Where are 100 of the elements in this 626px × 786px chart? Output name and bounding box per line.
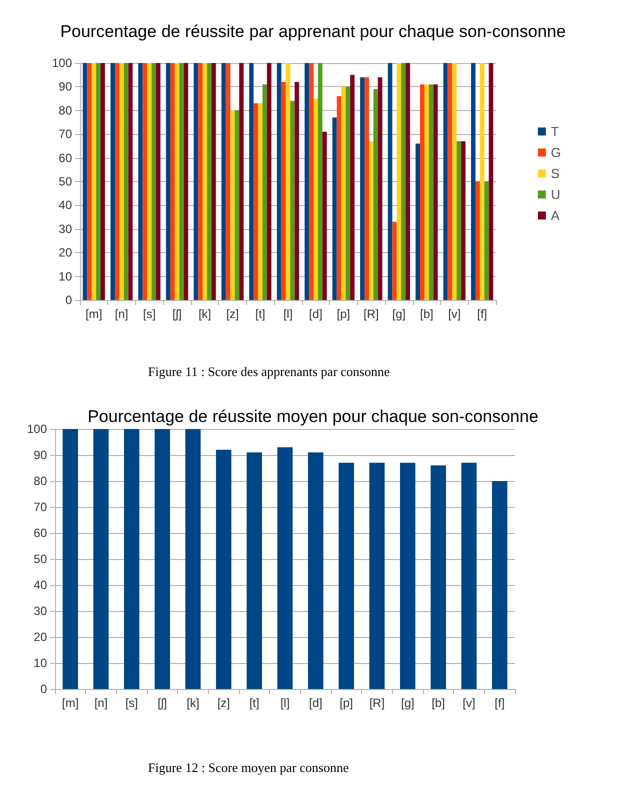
bar (246, 452, 262, 689)
y-tick-label: 50 (58, 174, 72, 188)
bar (254, 103, 258, 300)
bar (420, 84, 424, 300)
bar (471, 63, 476, 300)
caption: Figure 11 : Score des apprenants par consonne (148, 364, 390, 379)
bar (309, 63, 314, 300)
bar (87, 63, 92, 300)
bar (93, 429, 109, 689)
x-tick-label: [m] (62, 696, 79, 710)
x-tick-label: [m] (86, 307, 102, 321)
bar (211, 63, 216, 300)
bar (341, 86, 346, 300)
bar (443, 63, 448, 300)
x-tick-label: [f] (494, 696, 505, 710)
bar (62, 429, 78, 689)
x-tick-label: [ʃ] (172, 307, 182, 321)
y-tick-label: 20 (58, 246, 72, 260)
bar (266, 63, 272, 300)
bar (461, 462, 477, 689)
bar (392, 222, 397, 300)
y-tick-label: 0 (65, 293, 72, 307)
x-tick-label: [t] (255, 307, 266, 321)
bar (416, 144, 420, 300)
y-tick-label: 50 (34, 552, 48, 566)
caption: Figure 12 : Score moyen par consonne (148, 760, 349, 775)
x-tick-label: [n] (94, 696, 108, 710)
bar (480, 63, 484, 300)
bar (142, 63, 148, 300)
x-tick-label: [k] (198, 307, 212, 321)
bar (128, 63, 133, 300)
bar (110, 63, 115, 300)
bar (484, 182, 489, 300)
x-tick-label: [b] (420, 307, 434, 321)
y-tick-label: 20 (34, 630, 48, 644)
bar (277, 447, 293, 689)
bar (456, 141, 462, 300)
x-tick-label: [ʃ] (158, 696, 168, 710)
bar (119, 63, 124, 300)
y-tick-label: 30 (58, 222, 72, 236)
bar (346, 86, 350, 300)
bar (368, 141, 374, 300)
bar (433, 84, 438, 300)
bar (308, 452, 324, 689)
x-tick-label: [s] (142, 307, 156, 321)
bar (290, 100, 295, 300)
y-tick-label: 100 (26, 422, 48, 436)
x-tick-label: [d] (308, 696, 322, 710)
bar (92, 63, 96, 300)
bar (294, 82, 300, 300)
bar (147, 63, 152, 300)
y-tick-label: 80 (34, 474, 48, 488)
y-tick-label: 60 (58, 150, 72, 165)
legend-label: A (550, 208, 560, 223)
bar (100, 63, 105, 300)
x-tick-label: [p] (336, 307, 350, 321)
bar (406, 63, 410, 300)
y-tick-label: 10 (58, 269, 72, 284)
bar (194, 63, 198, 300)
bar (475, 182, 480, 300)
bar (281, 82, 286, 300)
bar (350, 74, 355, 300)
bar (388, 63, 392, 300)
x-tick-label: [n] (114, 307, 128, 321)
bar (216, 450, 232, 689)
bar (452, 63, 457, 300)
bar (373, 89, 378, 300)
y-tick-label: 80 (58, 103, 72, 118)
y-tick-label: 40 (34, 578, 48, 592)
bar (124, 429, 140, 689)
y-tick-label: 70 (58, 127, 72, 142)
x-tick-label: [f] (477, 307, 488, 321)
bar (166, 63, 170, 300)
x-tick-label: [s] (125, 696, 138, 710)
x-tick-label: [l] (283, 307, 293, 321)
bar (492, 481, 508, 689)
x-tick-label: [v] (462, 696, 476, 710)
bar (221, 63, 226, 300)
bar (234, 110, 240, 300)
legend-label: S (550, 166, 560, 181)
x-tick-label: [t] (249, 696, 260, 710)
bar (286, 63, 290, 300)
bar (249, 63, 254, 300)
x-tick-label: [v] (448, 307, 461, 321)
bar (396, 63, 402, 300)
bar (258, 103, 262, 300)
bar (369, 462, 385, 689)
x-tick-label: [k] (186, 696, 200, 710)
bar (226, 63, 230, 300)
x-tick-label: [d] (309, 307, 322, 321)
bar (138, 63, 143, 300)
y-tick-label: 30 (34, 604, 48, 618)
x-tick-label: [z] (226, 307, 239, 321)
bar (304, 63, 310, 300)
y-tick-label: 60 (34, 526, 48, 540)
bar (230, 110, 235, 300)
bar (184, 63, 188, 300)
bar (170, 63, 175, 300)
bar (156, 63, 160, 300)
x-tick-label: [p] (340, 696, 354, 710)
